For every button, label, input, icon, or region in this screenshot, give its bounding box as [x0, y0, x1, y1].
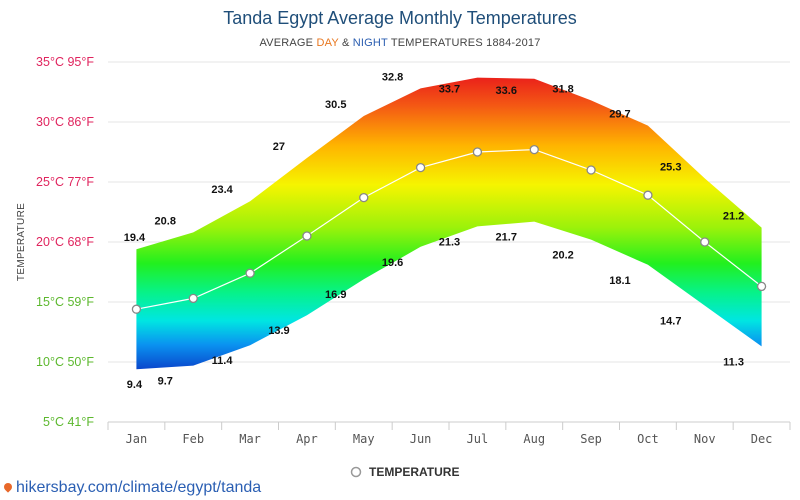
x-tick-may: May: [353, 432, 375, 446]
chart-subtitle: AVERAGE DAY & NIGHT TEMPERATURES 1884-20…: [259, 37, 540, 49]
night-label-mar: 11.4: [212, 355, 234, 367]
temperature-range-area: [136, 77, 762, 370]
mean-point-jul[interactable]: [472, 147, 483, 157]
day-label-jul: 33.7: [439, 84, 460, 96]
night-label-nov: 14.7: [660, 316, 681, 328]
x-tick-oct: Oct: [637, 432, 659, 446]
y-tick-label: 35°C 95°F: [36, 55, 94, 69]
day-label-sep: 31.8: [552, 83, 573, 95]
night-label-sep: 20.2: [552, 250, 573, 262]
y-tick-label: 25°C 77°F: [36, 175, 94, 189]
night-label-aug: 21.7: [496, 232, 517, 244]
x-tick-sep: Sep: [580, 432, 602, 446]
mean-point-aug[interactable]: [529, 144, 539, 155]
day-label-apr: 27: [273, 141, 285, 153]
y-axis-ticks: 35°C 95°F 30°C 86°F 25°C 77°F 20°C 68°F 15°C…: [36, 55, 94, 429]
x-tick-mar: Mar: [239, 432, 261, 446]
y-tick-label: 5°C 41°F: [43, 415, 94, 429]
y-axis-label: TEMPERATURE: [16, 203, 27, 281]
mean-point-nov[interactable]: [700, 237, 710, 247]
legend-label: TEMPERATURE: [369, 465, 459, 479]
night-label-jun: 19.6: [382, 257, 403, 269]
night-label-may: 16.9: [325, 289, 346, 301]
day-label-feb: 20.8: [155, 215, 176, 227]
mean-point-dec[interactable]: [756, 281, 767, 292]
night-label-jul: 21.3: [439, 236, 460, 248]
mean-temperature-series: [131, 144, 767, 314]
day-label-jan: 19.4: [124, 232, 146, 244]
night-label-oct: 18.1: [609, 275, 630, 287]
mean-point-jan[interactable]: [131, 304, 142, 314]
day-label-dec: 21.2: [723, 211, 744, 223]
y-tick-label: 30°C 86°F: [36, 115, 94, 129]
x-tick-jan: Jan: [126, 432, 148, 446]
night-label-apr: 13.9: [268, 325, 289, 337]
day-label-jun: 32.8: [382, 71, 403, 83]
mean-point-jun[interactable]: [415, 162, 426, 173]
day-label-oct: 29.7: [609, 109, 630, 121]
x-axis: Jan Feb Mar Apr May Jun Jul Aug Sep Oct Nov Dec: [107, 421, 791, 446]
y-tick-label: 10°C 50°F: [36, 355, 94, 369]
x-tick-nov: Nov: [694, 432, 716, 446]
x-tick-feb: Feb: [182, 432, 204, 446]
night-label-jan: 9.4: [127, 379, 143, 391]
mean-temperature-line: [136, 148, 762, 310]
day-night-band: [136, 77, 762, 370]
mean-point-feb[interactable]: [188, 293, 198, 304]
source-link[interactable]: hikersbay.com/climate/egypt/tanda: [2, 479, 262, 497]
subtitle-prefix: AVERAGE: [259, 37, 316, 49]
x-tick-dec: Dec: [751, 432, 773, 446]
legend[interactable]: TEMPERATURE: [350, 465, 460, 479]
subtitle-day: DAY: [316, 37, 339, 49]
subtitle-night: NIGHT: [353, 37, 388, 49]
day-label-aug: 33.6: [496, 85, 517, 97]
x-tick-apr: Apr: [296, 432, 318, 446]
mean-point-may[interactable]: [359, 192, 369, 203]
mean-point-mar[interactable]: [245, 268, 255, 278]
subtitle-amp: &: [339, 37, 353, 49]
mean-point-sep[interactable]: [586, 165, 596, 175]
day-label-may: 30.5: [325, 99, 346, 111]
subtitle-suffix: TEMPERATURES 1884-2017: [388, 37, 541, 49]
night-label-dec: 11.3: [723, 356, 744, 368]
location-pin-icon: [2, 481, 14, 493]
x-tick-jun: Jun: [410, 432, 432, 446]
chart-title: Tanda Egypt Average Monthly Temperatures: [223, 8, 577, 28]
day-label-nov: 25.3: [660, 161, 681, 173]
x-tick-jul: Jul: [467, 432, 489, 446]
mean-point-oct[interactable]: [643, 190, 653, 200]
y-tick-label: 15°C 59°F: [36, 295, 94, 309]
source-text: hikersbay.com/climate/egypt/tanda: [16, 479, 262, 496]
y-tick-label: 20°C 68°F: [36, 235, 94, 249]
mean-point-apr[interactable]: [302, 231, 312, 241]
day-label-mar: 23.4: [211, 184, 233, 196]
data-labels: 19.4 20.8 23.4 27 30.5 32.8 33.7 33.6 31.8 29.7 25…: [124, 71, 745, 391]
x-tick-aug: Aug: [523, 432, 545, 446]
legend-marker-icon: [350, 466, 362, 478]
night-label-feb: 9.7: [158, 376, 173, 388]
